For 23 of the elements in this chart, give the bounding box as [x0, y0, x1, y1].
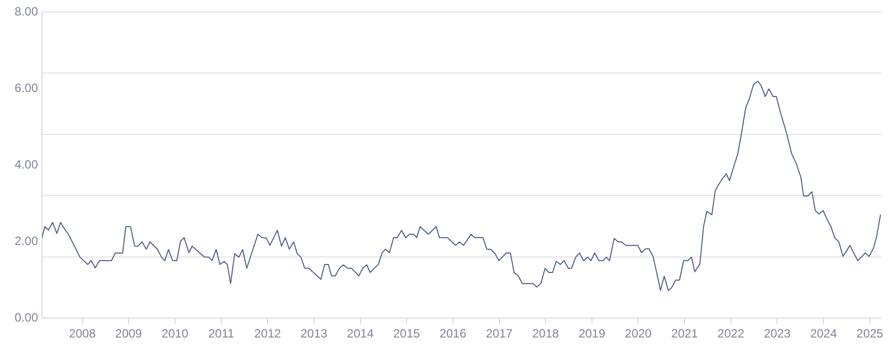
y-tick-label: 8.00 — [14, 4, 38, 18]
x-tick-label: 2025 — [856, 326, 884, 341]
y-tick-label: 4.00 — [14, 157, 38, 172]
x-tick-label: 2015 — [393, 326, 420, 341]
x-tick-label: 2014 — [346, 326, 374, 341]
x-tick-label: 2019 — [578, 326, 606, 341]
x-tick-label: 2017 — [486, 326, 513, 341]
x-tick-label: 2024 — [810, 326, 838, 341]
y-tick-label: 6.00 — [14, 80, 38, 95]
x-tick-label: 2013 — [300, 326, 328, 341]
x-tick-label: 2010 — [162, 326, 189, 341]
x-tick-label: 2021 — [671, 326, 698, 341]
x-tick-label: 2023 — [764, 326, 791, 341]
x-tick-label: 2016 — [440, 326, 467, 341]
x-tick-label: 2012 — [254, 326, 282, 341]
x-tick-label: 2011 — [208, 326, 235, 341]
x-tick-label: 2018 — [532, 326, 560, 341]
x-tick-label: 2009 — [115, 326, 142, 341]
x-tick-label: 2020 — [624, 326, 652, 341]
y-tick-label: 0.00 — [14, 310, 38, 324]
x-tick-label: 2008 — [68, 326, 96, 341]
x-tick-label: 2022 — [718, 326, 745, 341]
y-tick-label: 2.00 — [14, 234, 38, 248]
